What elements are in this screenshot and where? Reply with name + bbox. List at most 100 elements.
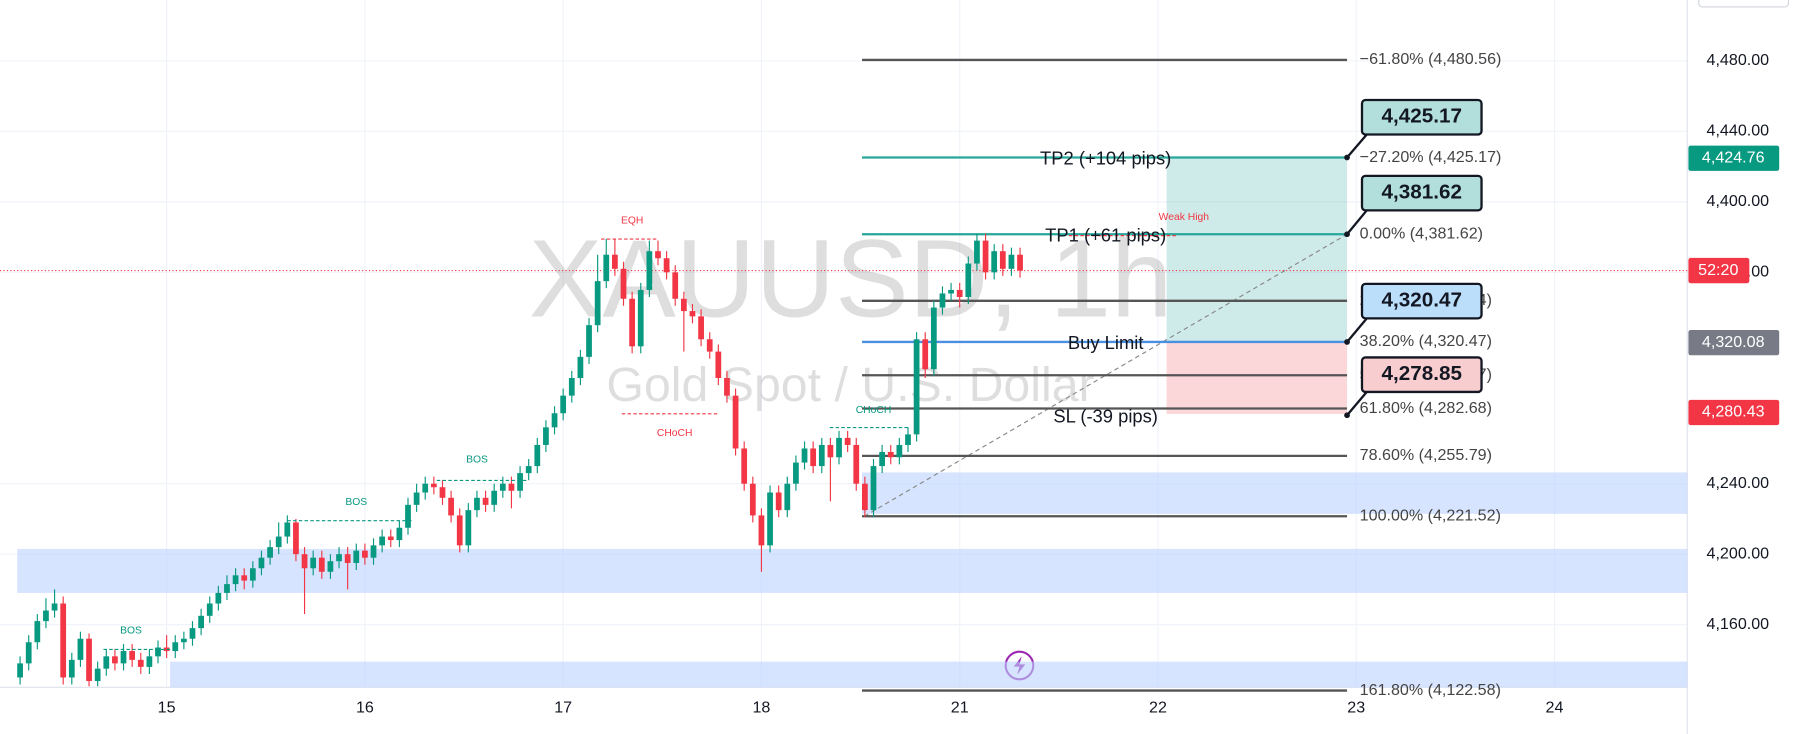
candle-body [887,451,894,458]
candle-body [396,527,403,541]
candle-body [163,647,170,652]
candle-body [103,656,110,669]
candle-body [749,483,756,516]
candle-body [706,339,713,352]
x-tick-label: 18 [752,698,770,716]
callout-anchor [1344,339,1350,345]
candle-body [732,395,739,449]
countdown-label: 52:20 [1698,261,1738,279]
demand-zone [170,661,1688,688]
fib-label: 38.20% (4,320.47) [1360,332,1492,350]
candle-body [974,240,980,264]
candle-body [422,483,429,493]
callout-pointer [1346,390,1369,417]
fib-label: −27.20% (4,425.17) [1360,148,1502,166]
candle-body [206,603,213,616]
candle-body [327,561,334,572]
candle-body [68,659,75,678]
x-tick-label: 22 [1149,698,1167,716]
candle-body [930,307,937,370]
candle-body [112,656,118,664]
callout-pointer [1346,316,1369,343]
candle-body [689,311,696,317]
candle-body [215,592,222,604]
candle-body [870,466,877,511]
candle-body [793,462,799,484]
watermark-title: XAUUSD, 1h [529,217,1173,340]
candle-body [655,251,661,259]
candle-body [827,444,834,458]
candle-body [551,413,558,428]
trade-label: TP2 (+104 pips) [1040,148,1171,169]
x-tick-label: 17 [554,698,572,716]
candle-body [862,483,868,511]
candle-body [1008,254,1015,269]
candle-body [965,263,972,297]
candle-body [387,536,394,541]
corner-button[interactable] [1698,0,1789,8]
candle-body [818,444,825,467]
candle-body [224,584,230,593]
candle-body [853,444,860,484]
candle-body [370,545,377,558]
structure-label: BOS [466,454,488,465]
y-tick-label: 4,440.00 [1707,122,1770,140]
candle-body [362,550,368,558]
price-badge-label: 4,280.43 [1702,403,1765,421]
candle-body [534,444,541,467]
candle-body [146,656,153,667]
candle-body [267,547,273,558]
candle-body [379,536,386,546]
fib-label: 61.80% (4,282.68) [1360,399,1492,417]
candle-body [620,268,627,299]
candle-body [310,557,317,569]
candle-body [508,483,515,491]
candle-body [672,272,679,299]
candle-body [982,240,989,273]
candle-body [430,483,437,488]
candle-body [344,554,351,563]
candle-body [465,510,472,546]
candle-body [499,483,506,491]
callout-anchor [1344,154,1350,161]
fib-label: 161.80% (4,122.58) [1360,681,1501,699]
candle-body [43,610,49,622]
x-tick-label: 24 [1546,698,1564,716]
candle-body [353,550,360,563]
x-tick-label: 16 [356,698,374,716]
candle-body [646,251,653,290]
candle-body [629,298,636,347]
y-tick-label: 4,160.00 [1707,615,1770,633]
candle-body [594,281,601,326]
fib-label: 100.00% (4,221.52) [1360,507,1501,525]
y-tick-label: 4,480.00 [1707,51,1770,69]
structure-label: CHoCH [657,428,693,439]
candle-body [86,638,92,681]
fib-label: 78.60% (4,255.79) [1360,446,1492,464]
candle-body [318,557,325,572]
candle-body [991,251,998,273]
loss-zone [1166,341,1348,414]
price-badge [1688,330,1780,356]
candle-body [491,490,498,505]
candle-body [543,427,549,445]
candle-body [155,647,161,657]
fib-label: −61.80% (4,480.56) [1360,50,1502,68]
structure-label: BOS [120,626,142,637]
candle-body [577,356,584,379]
candle-body [568,378,575,396]
candle-body [172,642,179,652]
profit-zone [1166,157,1348,342]
candle-body [758,515,765,546]
candle-body [17,663,23,678]
candle-body [1017,254,1023,271]
callout-label: 4,381.62 [1382,181,1462,204]
callout-pointer [1346,208,1369,235]
candle-body [94,668,101,681]
candle-body [25,642,32,664]
candle-body [844,437,851,445]
candle-body [767,492,773,546]
price-badge-label: 4,424.76 [1702,149,1765,167]
candle-body [784,483,791,511]
